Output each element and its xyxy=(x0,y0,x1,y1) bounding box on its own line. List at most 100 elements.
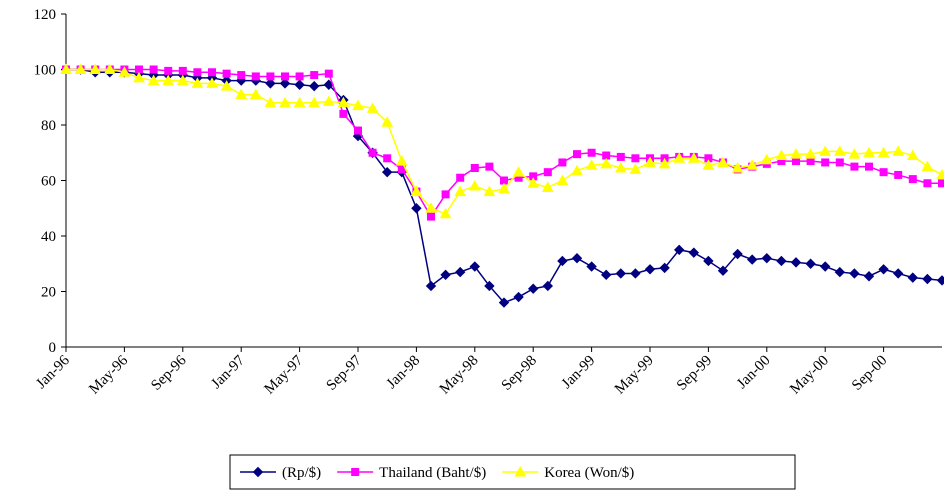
x-tick-label: May-98 xyxy=(437,353,482,398)
square-marker xyxy=(895,171,902,178)
square-marker xyxy=(909,176,916,183)
square-marker xyxy=(559,159,566,166)
x-tick-label: May-00 xyxy=(787,353,832,398)
square-marker xyxy=(457,174,464,181)
square-marker xyxy=(194,69,201,76)
square-marker xyxy=(238,72,245,79)
diamond-marker xyxy=(865,272,874,281)
y-tick-label: 40 xyxy=(41,229,56,245)
square-marker xyxy=(267,73,274,80)
diamond-marker xyxy=(646,265,655,274)
square-marker xyxy=(340,110,347,117)
triangle-marker xyxy=(324,96,334,105)
diamond-marker xyxy=(850,269,859,278)
square-marker xyxy=(352,469,359,476)
triangle-marker xyxy=(514,167,524,176)
diamond-marker xyxy=(792,258,801,267)
diamond-marker xyxy=(908,273,917,282)
triangle-marker xyxy=(557,176,567,185)
series xyxy=(63,66,944,220)
diamond-marker xyxy=(412,204,421,213)
square-marker xyxy=(822,159,829,166)
diamond-marker xyxy=(806,259,815,268)
x-tick-label: Sep-96 xyxy=(148,352,190,394)
y-tick-label: 120 xyxy=(34,7,57,23)
x-tick-label: Jan-97 xyxy=(208,352,248,392)
diamond-marker xyxy=(704,256,713,265)
diamond-marker xyxy=(514,293,523,302)
square-marker xyxy=(282,73,289,80)
square-marker xyxy=(150,66,157,73)
square-marker xyxy=(866,163,873,170)
diamond-marker xyxy=(835,268,844,277)
square-marker xyxy=(617,153,624,160)
diamond-marker xyxy=(310,82,319,91)
diamond-marker xyxy=(573,254,582,263)
x-tick-label: Sep-97 xyxy=(323,352,365,394)
x-tick-label: Sep-98 xyxy=(499,353,540,394)
square-marker xyxy=(924,180,931,187)
square-marker xyxy=(311,72,318,79)
y-tick-label: 0 xyxy=(49,340,57,356)
square-marker xyxy=(836,159,843,166)
diamond-marker xyxy=(821,262,830,271)
x-tick-label: May-96 xyxy=(86,352,131,397)
x-tick-label: Jan-98 xyxy=(384,353,424,393)
x-tick-label: May-97 xyxy=(262,352,307,397)
diamond-marker xyxy=(762,254,771,263)
square-marker xyxy=(939,180,944,187)
y-tick-label: 80 xyxy=(41,118,56,134)
diamond-marker xyxy=(748,255,757,264)
triangle-marker xyxy=(470,181,480,190)
square-marker xyxy=(209,69,216,76)
square-marker xyxy=(442,191,449,198)
x-tick-label: Jan-99 xyxy=(559,353,599,393)
square-marker xyxy=(486,163,493,170)
square-marker xyxy=(574,151,581,158)
diamond-marker xyxy=(295,80,304,89)
square-marker xyxy=(544,169,551,176)
x-tick-label: Sep-00 xyxy=(849,353,890,394)
diamond-marker xyxy=(602,270,611,279)
x-tick-label: Jan-96 xyxy=(33,352,73,392)
diamond-marker xyxy=(938,276,944,285)
square-marker xyxy=(252,73,259,80)
square-marker xyxy=(588,149,595,156)
x-tick-label: May-99 xyxy=(612,353,657,398)
triangle-marker xyxy=(441,209,451,218)
diamond-marker xyxy=(587,262,596,271)
y-tick-label: 60 xyxy=(41,174,56,190)
legend-label: Thailand (Baht/$) xyxy=(379,465,486,481)
diamond-marker xyxy=(777,256,786,265)
square-marker xyxy=(428,213,435,220)
triangle-marker xyxy=(922,162,932,171)
diamond-marker xyxy=(879,265,888,274)
triangle-marker xyxy=(397,156,407,165)
square-marker xyxy=(296,73,303,80)
legend-label: (Rp/$) xyxy=(282,465,321,481)
diamond-marker xyxy=(689,248,698,257)
triangle-marker xyxy=(572,166,582,175)
triangle-marker xyxy=(937,170,944,179)
diamond-marker xyxy=(543,281,552,290)
diamond-marker xyxy=(923,275,932,284)
legend: (Rp/$) Thailand (Baht/$) Korea (Won/$) xyxy=(230,455,795,489)
diamond-marker xyxy=(616,269,625,278)
y-tick-label: 100 xyxy=(34,63,57,79)
square-marker xyxy=(179,67,186,74)
series-line xyxy=(66,70,942,217)
y-tick-label: 20 xyxy=(41,285,56,301)
diamond-marker xyxy=(631,269,640,278)
series xyxy=(61,65,944,218)
x-tick-label: Jan-00 xyxy=(734,353,774,393)
square-marker xyxy=(355,127,362,134)
square-marker xyxy=(880,169,887,176)
square-marker xyxy=(165,67,172,74)
diamond-marker xyxy=(456,268,465,277)
legend-label: Korea (Won/$) xyxy=(544,465,634,481)
triangle-marker xyxy=(601,159,611,168)
diamond-marker xyxy=(894,269,903,278)
square-marker xyxy=(325,70,332,77)
diamond-marker xyxy=(529,284,538,293)
